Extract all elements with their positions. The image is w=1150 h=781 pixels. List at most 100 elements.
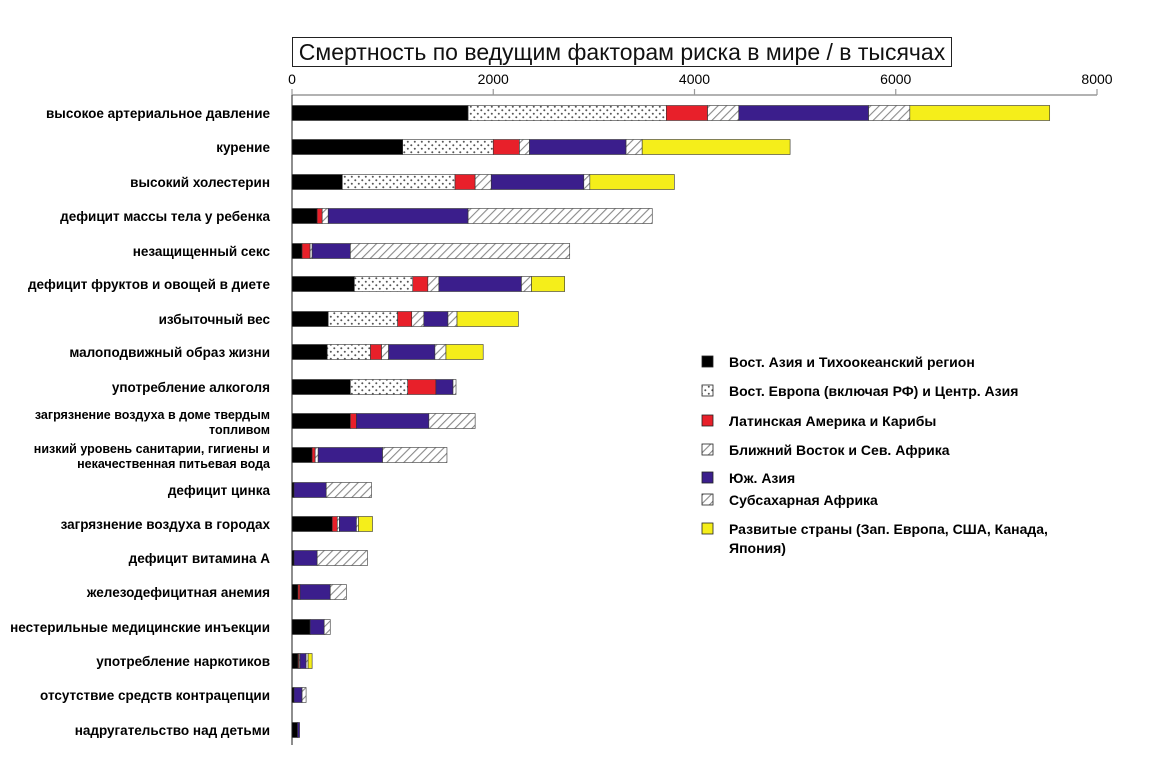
category-label: нестерильные медицинские инъекции bbox=[10, 620, 270, 635]
category-label-line: высокое артериальное давление bbox=[46, 106, 271, 121]
bar-segment bbox=[666, 105, 708, 121]
legend-label-line: Юж. Азия bbox=[729, 470, 795, 486]
bar-segment bbox=[291, 653, 299, 669]
bar-segment bbox=[325, 482, 372, 498]
bar-segment bbox=[336, 516, 340, 532]
bar-segment bbox=[589, 174, 675, 190]
bar-segment bbox=[316, 208, 323, 224]
category-label-line: нестерильные медицинские инъекции bbox=[10, 620, 270, 635]
legend-label: Вост. Европа (включая РФ) и Центр. Азия bbox=[729, 383, 1018, 399]
bar-segment bbox=[291, 619, 311, 635]
category-label-line: дефицит цинка bbox=[168, 483, 271, 498]
bar-segment bbox=[356, 516, 359, 532]
bar-segment bbox=[583, 174, 591, 190]
bar-segment bbox=[291, 516, 333, 532]
category-label-line: отсутствие средств контрацепции bbox=[40, 688, 270, 703]
bar-segment bbox=[309, 619, 325, 635]
legend-label-line: Вост. Европа (включая РФ) и Центр. Азия bbox=[729, 383, 1018, 399]
category-label: отсутствие средств контрацепции bbox=[40, 688, 270, 703]
bar-segment bbox=[291, 174, 343, 190]
bar-segment bbox=[492, 139, 520, 155]
legend-label: Субсахарная Африка bbox=[729, 492, 878, 508]
bar-segment bbox=[329, 584, 347, 600]
bar-segment bbox=[350, 379, 409, 395]
bar-segment bbox=[411, 311, 425, 327]
bar-segment bbox=[309, 243, 313, 259]
x-tick-label: 0 bbox=[288, 71, 296, 87]
category-label: употребление наркотиков bbox=[96, 654, 270, 669]
bar-segment bbox=[299, 584, 331, 600]
legend-label-line: Вост. Азия и Тихоокеанский регион bbox=[729, 354, 975, 370]
bar-segment bbox=[428, 413, 476, 429]
bar-segment bbox=[354, 276, 414, 292]
bar-segment bbox=[301, 243, 311, 259]
x-tick-label: 8000 bbox=[1081, 71, 1112, 87]
category-label-line: употребление алкоголя bbox=[112, 380, 270, 395]
legend-swatch bbox=[701, 522, 714, 535]
bar-segment bbox=[738, 105, 869, 121]
bar-segment bbox=[407, 379, 437, 395]
bar-segment bbox=[291, 687, 295, 703]
legend-swatch bbox=[701, 384, 714, 397]
bar-segment bbox=[297, 722, 300, 738]
category-label-line: дефицит массы тела у ребенка bbox=[60, 209, 270, 224]
category-label: дефицит массы тела у ребенка bbox=[60, 209, 270, 224]
bar-segment bbox=[305, 653, 309, 669]
bar-segment bbox=[521, 276, 532, 292]
bar-segment bbox=[291, 447, 313, 463]
bar-segment bbox=[331, 516, 338, 532]
category-label-line: низкий уровень санитарии, гигиены и bbox=[34, 442, 270, 456]
category-label: дефицит фруктов и овощей в диете bbox=[28, 277, 270, 292]
legend-label-line: Латинская Америка и Карибы bbox=[729, 413, 936, 429]
bar-segment bbox=[427, 276, 440, 292]
bar-segment bbox=[299, 653, 307, 669]
category-label: употребление алкоголя bbox=[112, 380, 270, 395]
bar-segment bbox=[297, 584, 301, 600]
bar-segment bbox=[293, 687, 303, 703]
bar-segment bbox=[519, 139, 530, 155]
bar-segment bbox=[301, 687, 307, 703]
legend-swatch bbox=[701, 493, 714, 506]
legend-label-line: Субсахарная Африка bbox=[729, 492, 878, 508]
category-label: избыточный вес bbox=[159, 312, 271, 327]
legend: Вост. Азия и Тихоокеанский регион Вост. Е… bbox=[701, 354, 1048, 556]
bar-segment bbox=[397, 311, 413, 327]
bar-segment bbox=[291, 276, 355, 292]
bar-segment bbox=[291, 311, 329, 327]
bar-segment bbox=[327, 311, 398, 327]
category-label: курение bbox=[216, 140, 270, 155]
bar-segment bbox=[381, 344, 389, 360]
category-label-line: надругательство над детьми bbox=[75, 723, 270, 738]
category-label-line: курение bbox=[216, 140, 270, 155]
bar-segment bbox=[909, 105, 1051, 121]
bar-segment bbox=[338, 516, 357, 532]
bar-segment bbox=[316, 550, 368, 566]
category-label-line: железодефицитная анемия bbox=[86, 585, 270, 600]
category-label: дефицит витамина А bbox=[129, 551, 271, 566]
bar-segment bbox=[452, 379, 457, 395]
bar-segment bbox=[311, 447, 316, 463]
bar-segment bbox=[342, 174, 456, 190]
category-label-line: топливом bbox=[209, 423, 270, 437]
bar-segment bbox=[474, 174, 492, 190]
bar-segment bbox=[291, 722, 298, 738]
category-label-line: некачественная питьевая вода bbox=[77, 457, 271, 471]
bar-segment bbox=[370, 344, 382, 360]
bar-segment bbox=[456, 311, 519, 327]
bar-segment bbox=[490, 174, 585, 190]
bar-segment bbox=[641, 139, 791, 155]
bar-segment bbox=[445, 344, 484, 360]
legend-label: Вост. Азия и Тихоокеанский регион bbox=[729, 354, 975, 370]
category-label-line: дефицит витамина А bbox=[129, 551, 271, 566]
chart-title: Смертность по ведущим факторам риска в м… bbox=[292, 37, 952, 67]
bar-segment bbox=[467, 105, 667, 121]
category-label: загрязнение воздуха в доме твердым топлив… bbox=[35, 408, 270, 437]
bar-segment bbox=[434, 344, 447, 360]
category-label: высокий холестерин bbox=[130, 175, 270, 190]
legend-swatch bbox=[701, 414, 714, 427]
bar-segment bbox=[447, 311, 458, 327]
legend-label-line: Развитые страны (Зап. Европа, США, Канад… bbox=[729, 521, 1048, 537]
bar-segment bbox=[323, 619, 331, 635]
bar-segment bbox=[625, 139, 643, 155]
